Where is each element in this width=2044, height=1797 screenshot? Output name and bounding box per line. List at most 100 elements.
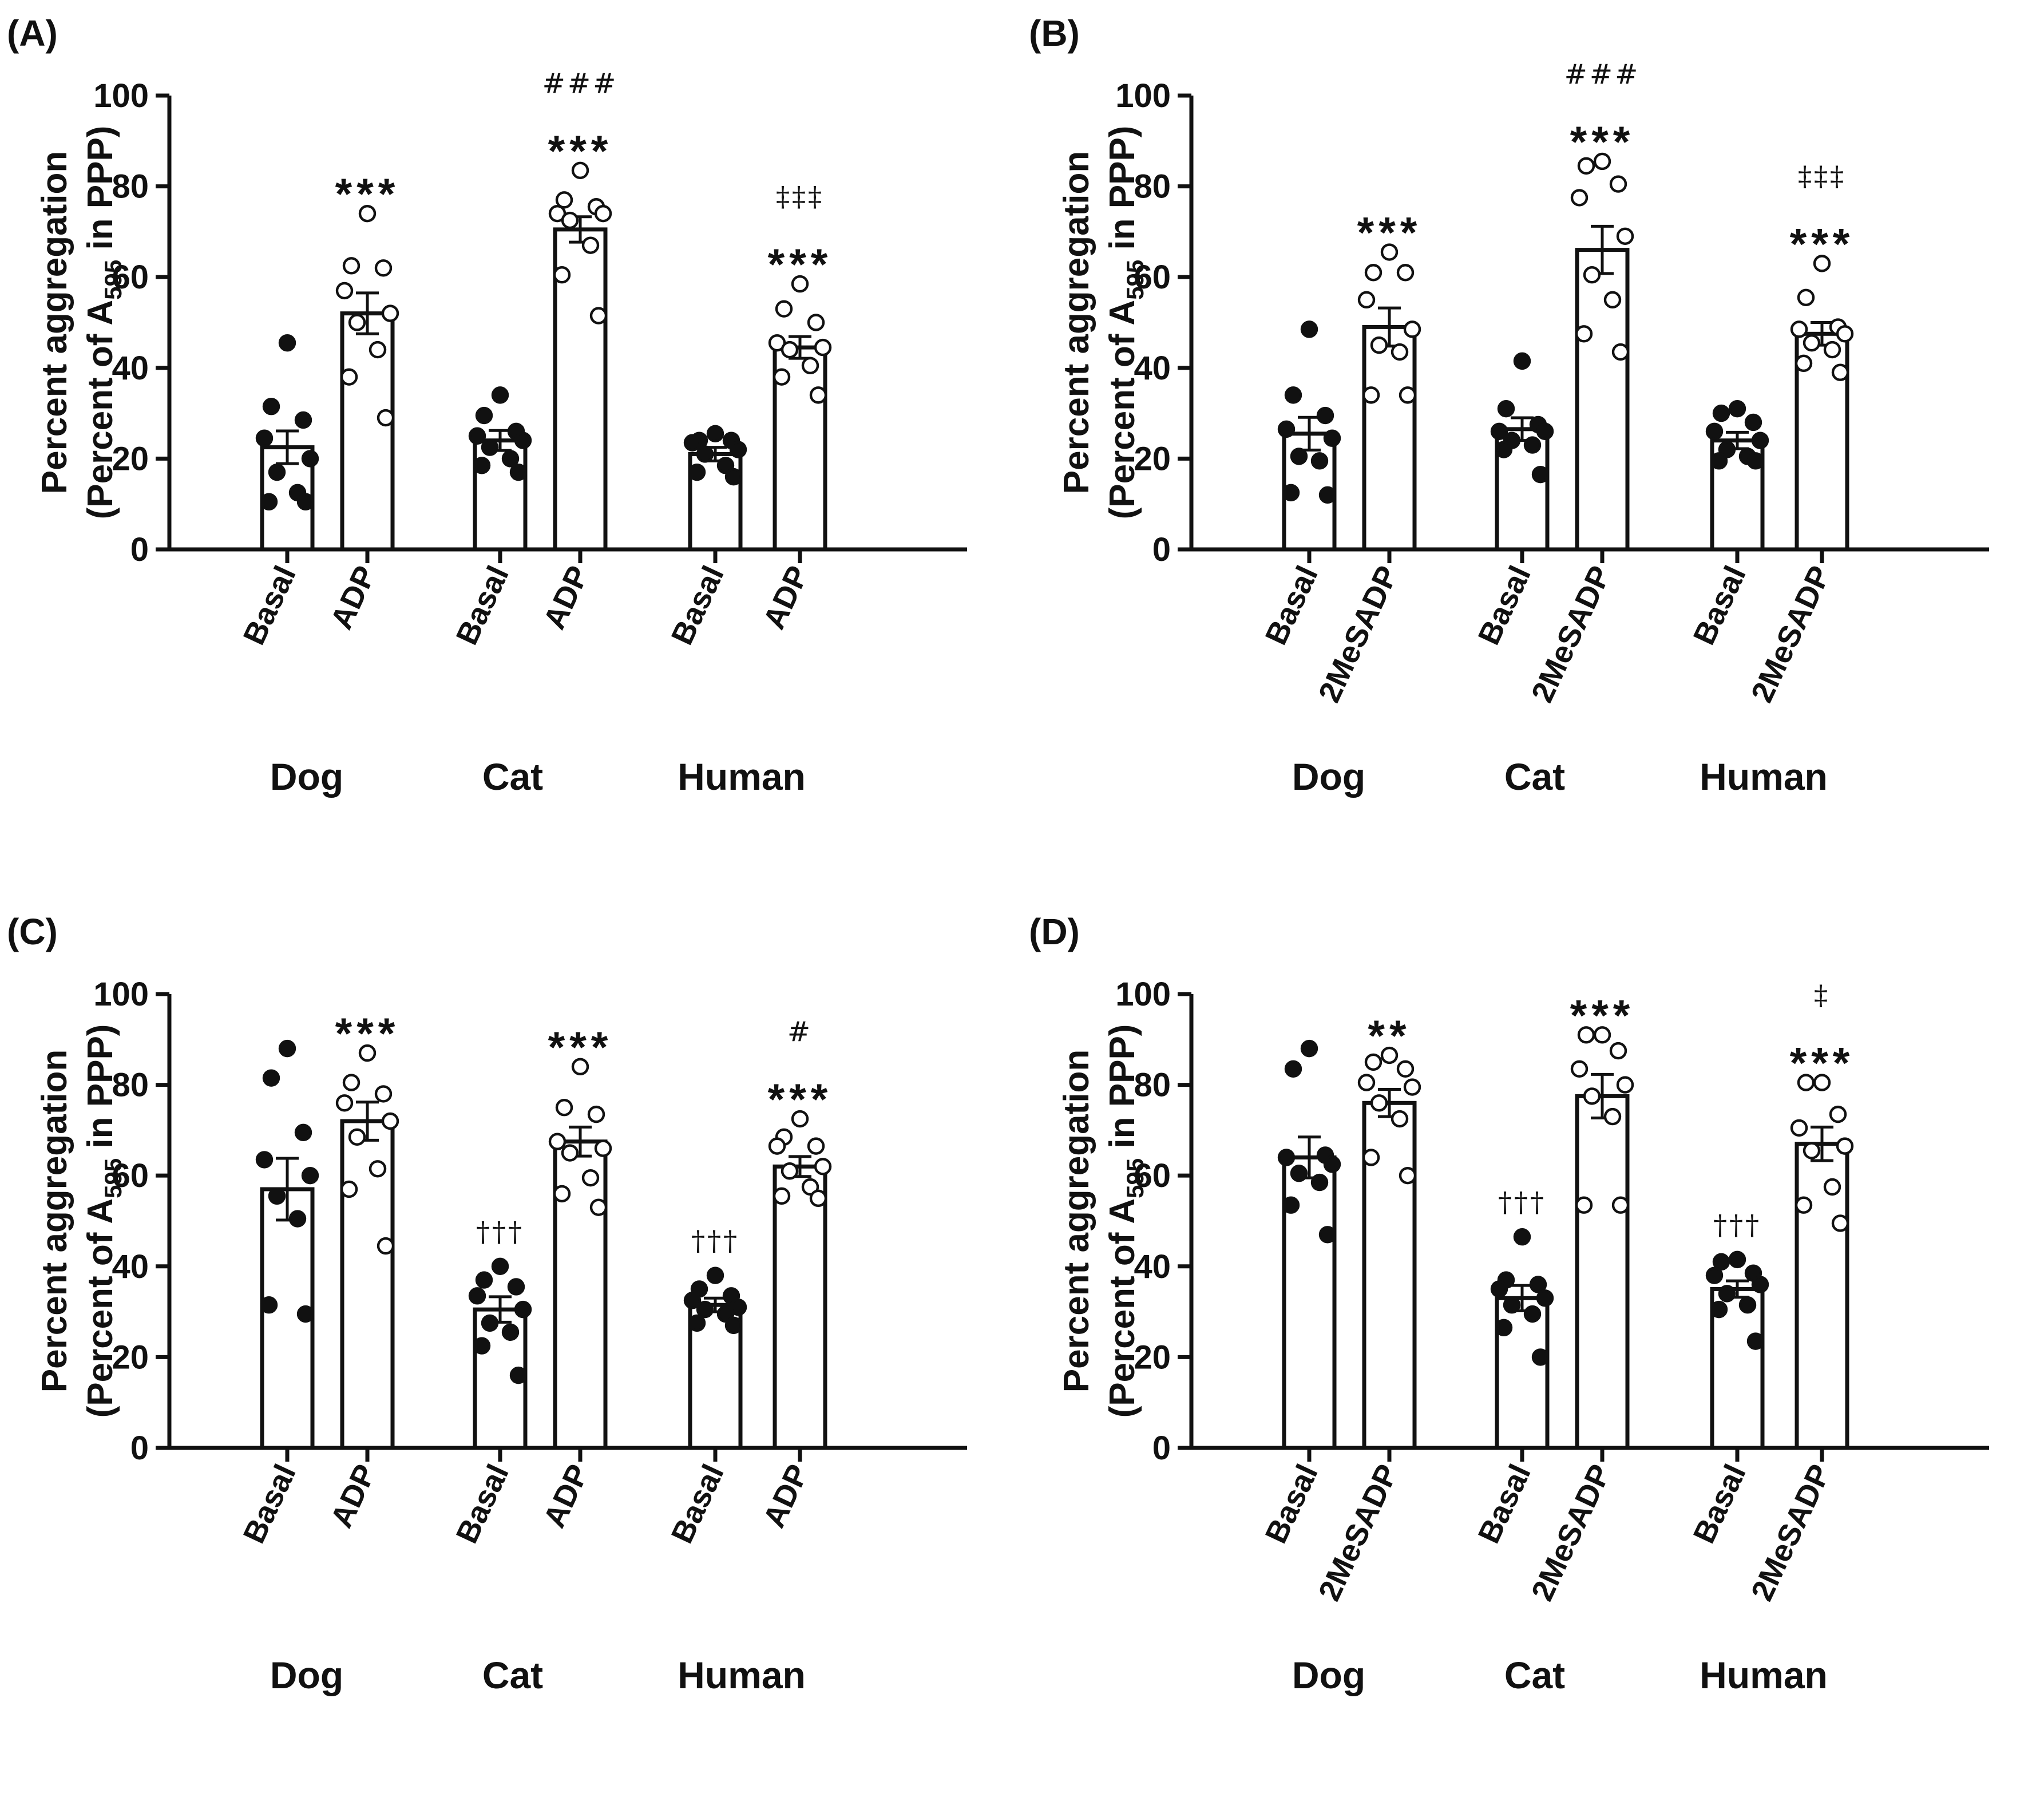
data-point-filled <box>1751 432 1769 449</box>
y-tick-label: 100 <box>1115 77 1171 114</box>
data-point-open <box>374 1085 393 1103</box>
data-point-open <box>1364 1053 1383 1071</box>
data-point-open <box>377 409 395 427</box>
data-point-open <box>801 1178 819 1196</box>
significance-annotation: ††† <box>476 1216 524 1248</box>
group-dog: Basal ADP *** Dog <box>237 170 400 798</box>
y-tick-label: 0 <box>130 531 149 568</box>
data-point-open <box>571 1058 589 1076</box>
data-point-open <box>1577 157 1595 175</box>
data-point-open <box>1357 1074 1376 1091</box>
panel-label: (D) <box>1029 911 1080 952</box>
significance-annotation: *** <box>335 170 400 219</box>
data-point-open <box>1380 1046 1399 1064</box>
significance-annotation: ### <box>542 68 619 100</box>
data-point-open <box>1803 334 1821 352</box>
significance-annotation: *** <box>1790 220 1855 268</box>
data-point-filled <box>255 429 274 447</box>
group-human: Basal ††† ADP # *** Human <box>665 1016 832 1696</box>
data-point-filled <box>1529 1276 1547 1293</box>
data-point-filled <box>716 457 735 474</box>
y-tick-label: 40 <box>112 350 149 387</box>
data-point-open <box>335 1094 354 1112</box>
data-point-filled <box>683 434 702 452</box>
data-point-open <box>1396 1060 1415 1078</box>
significance-annotation: *** <box>335 1010 400 1058</box>
group-dog: Basal ADP *** Dog <box>237 1010 400 1696</box>
significance-annotation: ††† <box>1498 1186 1546 1218</box>
data-point-open <box>553 1185 571 1203</box>
data-point-open <box>781 1162 799 1180</box>
data-point-filled <box>278 334 296 352</box>
data-point-open <box>358 1044 377 1062</box>
category-label: 2MeSADP <box>1745 1459 1837 1606</box>
data-point-filled <box>696 1300 714 1319</box>
y-axis-subtitle: (Percent of A595 in PPP) <box>1103 126 1148 520</box>
category-label: Basal <box>1687 561 1753 650</box>
data-point-filled <box>301 1166 319 1185</box>
data-point-filled <box>294 1123 312 1142</box>
data-point-open <box>335 282 354 300</box>
y-tick-label: 80 <box>112 168 149 205</box>
data-point-open <box>1399 386 1417 404</box>
data-point-open <box>1570 189 1589 207</box>
data-point-filled <box>1490 422 1508 441</box>
data-point-filled <box>262 397 280 415</box>
data-point-filled <box>1712 404 1730 422</box>
category-label: Basal <box>665 1459 731 1549</box>
y-axis-subtitle-prefix: (Percent of A <box>81 300 120 520</box>
data-point-filled <box>509 1366 528 1384</box>
data-point-open <box>781 341 799 359</box>
bar <box>1575 248 1630 552</box>
group-cat: Basal ††† ADP *** Cat <box>450 1023 612 1696</box>
data-point-open <box>791 1110 809 1128</box>
data-point-open <box>1813 255 1831 272</box>
data-point-open <box>1609 1042 1627 1060</box>
data-point-open <box>809 386 827 404</box>
category-label: 2MeSADP <box>1312 561 1405 708</box>
data-point-open <box>381 1112 399 1130</box>
data-point-open <box>571 161 589 180</box>
panel-a: (A) 0 20 40 60 80 100 Percent aggregation (Perce… <box>0 0 1022 899</box>
data-point-open <box>807 314 825 331</box>
data-point-filled <box>262 1069 280 1087</box>
data-point-filled <box>1318 1226 1337 1244</box>
data-point-filled <box>1497 399 1515 418</box>
chart-d: (D) 0 20 40 60 80 100 Percent aggregation (Perce… <box>1029 911 1989 1696</box>
data-point-open <box>587 1105 605 1123</box>
group-label: Cat <box>482 1654 543 1696</box>
y-axis-subtitle-prefix: (Percent of A <box>81 1198 120 1418</box>
y-axis-subtitle-prefix: (Percent of A <box>1103 1198 1142 1418</box>
category-label: Basal <box>665 561 731 650</box>
data-point-filled <box>1738 1296 1757 1314</box>
data-point-filled <box>1290 448 1308 465</box>
data-point-filled <box>1728 1250 1746 1269</box>
data-point-filled <box>1495 441 1513 458</box>
category-label: ADP <box>537 561 596 635</box>
group-label: Cat <box>1504 1654 1565 1696</box>
data-point-filled <box>1705 1266 1724 1284</box>
y-axis-subtitle-suffix: in PPP) <box>81 1024 120 1158</box>
group-label: Cat <box>482 755 543 798</box>
data-point-filled <box>473 457 491 474</box>
y-tick-label: 80 <box>112 1067 149 1104</box>
data-point-open <box>768 1137 786 1155</box>
category-label: Basal <box>450 561 516 650</box>
bar <box>1362 324 1417 552</box>
panel-c: (C) 0 20 40 60 80 100 Percent aggregation (Perce… <box>0 899 1022 1797</box>
data-point-open <box>1611 343 1630 361</box>
data-point-open <box>1829 1105 1847 1123</box>
category-label: 2MeSADP <box>1745 561 1837 708</box>
group-label: Dog <box>1292 1654 1365 1696</box>
panel-label: (C) <box>7 911 58 952</box>
data-point-filled <box>268 1187 286 1205</box>
category-label: Basal <box>1472 1459 1538 1549</box>
data-point-open <box>340 368 358 386</box>
data-point-open <box>1583 266 1601 284</box>
y-tick-label: 100 <box>93 77 149 114</box>
significance-annotation: ††† <box>691 1225 739 1257</box>
data-point-filled <box>1490 1280 1508 1298</box>
significance-annotation: *** <box>1790 1039 1855 1088</box>
data-point-open <box>581 1169 600 1187</box>
data-point-filled <box>301 450 319 468</box>
